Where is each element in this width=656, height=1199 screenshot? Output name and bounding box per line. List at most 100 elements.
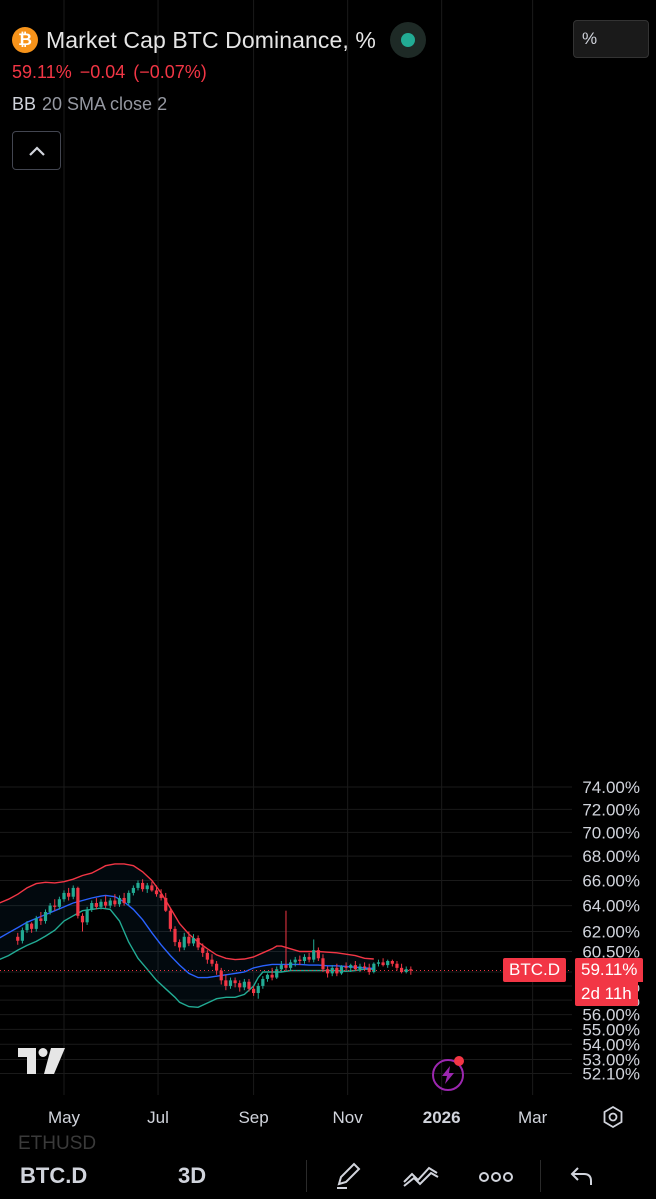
x-axis-tick-label: Jul xyxy=(147,1108,169,1127)
price-summary: 59.11% −0.04 (−0.07%) xyxy=(12,62,215,83)
candle-body xyxy=(307,956,311,960)
x-axis-tick-label: Mar xyxy=(518,1108,548,1127)
candle-body xyxy=(321,958,325,970)
y-axis-tick-label: 68.00% xyxy=(582,847,640,866)
collapse-legend-button[interactable] xyxy=(12,131,61,170)
candle-body xyxy=(127,892,131,904)
candle-body xyxy=(256,985,260,994)
candle-body xyxy=(265,974,270,979)
bar-countdown-label: 2d 11h xyxy=(575,982,638,1007)
candle-body xyxy=(43,911,48,922)
candle-body xyxy=(219,970,223,981)
candle-body xyxy=(205,952,209,960)
candle-body xyxy=(247,981,251,989)
candle-body xyxy=(386,960,390,966)
undo-icon[interactable] xyxy=(568,1160,596,1190)
candle-body xyxy=(173,928,177,943)
candle-body xyxy=(150,885,154,891)
candle-body xyxy=(298,959,302,961)
candle-body xyxy=(395,963,399,968)
candle-body xyxy=(159,894,163,898)
candle-body xyxy=(71,887,75,897)
candle-body xyxy=(404,969,408,972)
candle-body xyxy=(409,969,413,971)
candle-body xyxy=(191,938,196,944)
y-axis-tick-label: 64.00% xyxy=(582,897,640,916)
scale-mode-button[interactable]: % xyxy=(573,20,649,58)
candle-body xyxy=(316,950,320,959)
candle-body xyxy=(67,892,71,897)
candle-body xyxy=(30,923,34,929)
candle-body xyxy=(376,962,381,964)
candle-body xyxy=(39,918,43,922)
candle-body xyxy=(372,963,376,972)
indicators-icon[interactable] xyxy=(402,1160,440,1190)
toolbar-divider xyxy=(540,1160,541,1192)
candle-body xyxy=(270,974,274,978)
settings-gear-icon[interactable] xyxy=(601,1105,625,1129)
candle-body xyxy=(233,980,237,984)
candle-body xyxy=(131,887,135,893)
candle-body xyxy=(349,965,353,968)
candle-body xyxy=(16,936,20,941)
y-axis-tick-label: 56.00% xyxy=(582,1006,640,1025)
candle-body xyxy=(48,905,52,912)
candle-body xyxy=(25,923,29,931)
candle-body xyxy=(117,897,122,905)
y-axis-tick-label: 70.00% xyxy=(582,823,640,842)
candle-body xyxy=(367,967,371,972)
candle-body xyxy=(325,969,330,974)
symbol-title[interactable]: Market Cap BTC Dominance, % xyxy=(46,26,376,53)
lightning-icon[interactable] xyxy=(432,1059,464,1091)
chevron-up-icon xyxy=(28,145,45,156)
candle-body xyxy=(145,885,149,890)
candle-body xyxy=(187,936,191,944)
y-axis-tick-label: 66.00% xyxy=(582,871,640,890)
candle-body xyxy=(224,980,228,986)
price-change-percent: (−0.07%) xyxy=(133,62,207,82)
candle-body xyxy=(210,959,214,964)
x-axis-tick-label: May xyxy=(48,1108,81,1127)
indicator-name: BB xyxy=(12,94,37,114)
candle-body xyxy=(275,969,279,978)
last-price-label: 59.11% xyxy=(575,958,644,983)
y-axis-tick-label: 62.00% xyxy=(582,923,640,942)
candle-body xyxy=(80,915,85,923)
x-axis-tick-label: 2026 xyxy=(423,1108,461,1127)
y-axis-tick-label: 55.00% xyxy=(582,1020,640,1039)
more-options-icon[interactable] xyxy=(478,1160,514,1190)
candle-body xyxy=(57,899,61,907)
candle-body xyxy=(201,947,205,953)
candle-body xyxy=(353,965,357,970)
candle-body xyxy=(85,909,89,923)
x-axis-tick-label: Nov xyxy=(333,1108,364,1127)
y-axis-tick-label: 74.00% xyxy=(582,778,640,797)
candle-body xyxy=(289,962,293,968)
candle-body xyxy=(141,882,145,890)
candle-body xyxy=(62,892,66,900)
candle-body xyxy=(178,942,182,948)
candle-body xyxy=(399,967,404,972)
y-axis-tick-label: 54.00% xyxy=(582,1035,640,1054)
candle-body xyxy=(164,897,168,911)
candle-body xyxy=(293,959,297,963)
candle-body xyxy=(362,966,367,968)
interval-button[interactable]: 3D xyxy=(178,1163,207,1188)
y-axis-tick-label: 53.00% xyxy=(582,1051,640,1070)
chart-header: ₿ Market Cap BTC Dominance, % xyxy=(12,22,426,58)
candle-body xyxy=(90,903,94,910)
indicator-params: 20 SMA close 2 xyxy=(42,94,168,114)
indicator-legend[interactable]: BB 20 SMA close 2 xyxy=(12,94,167,115)
notification-dot xyxy=(454,1056,464,1066)
candle-body xyxy=(53,905,57,907)
pencil-draw-icon[interactable] xyxy=(333,1160,363,1190)
candle-body xyxy=(344,966,348,968)
candle-body xyxy=(228,980,233,986)
y-axis-tick-label: 52.10% xyxy=(582,1065,640,1084)
symbol-button[interactable]: BTC.D xyxy=(20,1163,88,1188)
candle-body xyxy=(168,910,172,929)
candle-body xyxy=(76,887,80,916)
candle-body xyxy=(358,966,362,970)
market-status-icon[interactable] xyxy=(389,22,426,58)
